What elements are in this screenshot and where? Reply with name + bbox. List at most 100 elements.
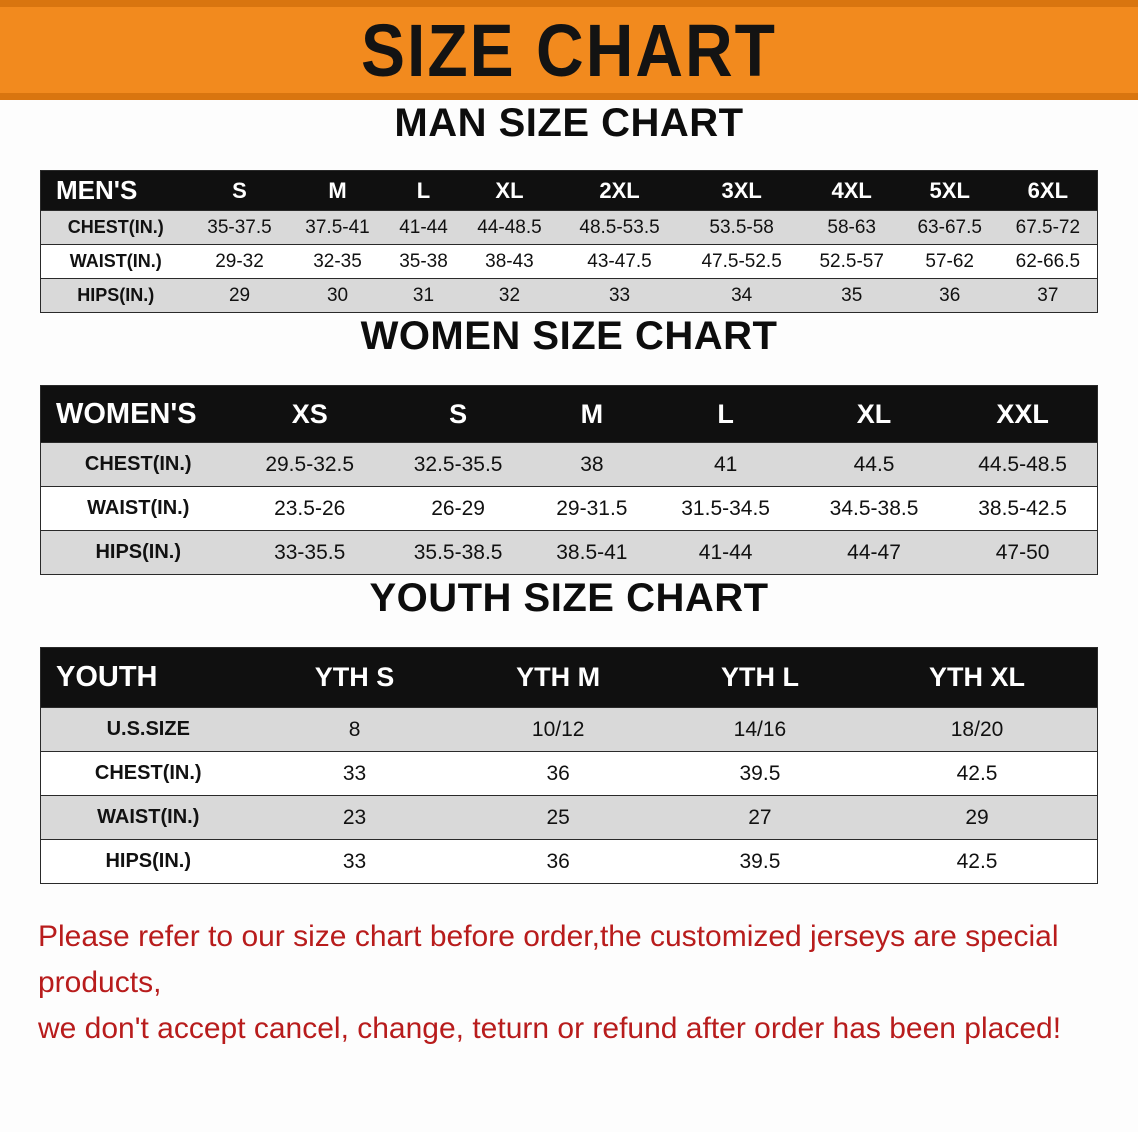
- size-column-header: S: [383, 385, 533, 443]
- youth-size-table: YOUTH YTH S YTH M YTH L YTH XL U.S.SIZE 8 10/12…: [40, 647, 1098, 884]
- row-label: CHEST(IN.): [67, 217, 164, 237]
- value-cell: 23.5-26: [274, 496, 346, 520]
- value-cell: 33-35.5: [274, 540, 346, 564]
- table-row: HIPS(IN.) 33 36 39.5 42.5: [40, 839, 1098, 884]
- size-column-header: 2XL: [558, 170, 681, 211]
- table-row: CHEST(IN.) 29.5-32.5 32.5-35.5 38 41 44.5 44.5…: [40, 442, 1098, 487]
- value-cell: 41: [713, 452, 738, 476]
- size-chart-banner: SIZE CHART: [0, 0, 1138, 100]
- value-cell: 53.5-58: [709, 216, 774, 238]
- table-header-row: MEN'S S M L XL 2XL 3XL 4XL 5XL 6XL: [40, 170, 1098, 211]
- value-cell: 38-43: [485, 250, 534, 272]
- women-section-title: WOMEN SIZE CHART: [360, 314, 778, 358]
- row-label: CHEST(IN.): [84, 453, 192, 475]
- size-column-header: L: [651, 385, 800, 443]
- value-cell: 18/20: [950, 717, 1004, 741]
- value-cell: 36: [546, 761, 570, 785]
- table-row: HIPS(IN.) 33-35.5 35.5-38.5 38.5-41 41-44 44-…: [40, 530, 1098, 575]
- value-cell: 27: [748, 805, 772, 829]
- youth-section-title: YOUTH SIZE CHART: [369, 576, 769, 620]
- table-row: HIPS(IN.) 29 30 31 32 33 34 35 36 37: [40, 278, 1098, 313]
- table-corner-label: WOMEN'S: [40, 385, 236, 443]
- value-cell: 37: [1037, 284, 1059, 306]
- size-column-header: L: [386, 170, 461, 211]
- value-cell: 39.5: [739, 849, 781, 873]
- value-cell: 47.5-52.5: [701, 250, 782, 272]
- size-column-header: 3XL: [680, 170, 803, 211]
- table-corner-label: MEN'S: [40, 170, 191, 211]
- value-cell: 35.5-38.5: [413, 540, 503, 564]
- value-cell: 34.5-38.5: [829, 496, 919, 520]
- value-cell: 63-67.5: [917, 216, 982, 238]
- size-column-header: XL: [460, 170, 559, 211]
- table-row: U.S.SIZE 8 10/12 14/16 18/20: [40, 707, 1098, 752]
- row-label: HIPS(IN.): [77, 285, 155, 305]
- value-cell: 36: [546, 849, 570, 873]
- value-cell: 35: [841, 284, 863, 306]
- size-column-header: XL: [799, 385, 949, 443]
- value-cell: 52.5-57: [819, 250, 884, 272]
- value-cell: 42.5: [956, 849, 998, 873]
- value-cell: 29-32: [215, 250, 264, 272]
- man-size-table: MEN'S S M L XL 2XL 3XL 4XL 5XL 6XL CHEST(IN.) 35-37…: [40, 170, 1098, 313]
- row-label: WAIST(IN.): [69, 251, 162, 271]
- table-row: WAIST(IN.) 23 25 27 29: [40, 795, 1098, 840]
- table-row: CHEST(IN.) 35-37.5 37.5-41 41-44 44-48.5 48.5…: [40, 210, 1098, 245]
- value-cell: 23: [342, 805, 367, 829]
- value-cell: 44-48.5: [477, 216, 542, 238]
- women-size-chart-section: WOMEN SIZE CHART WOMEN'S XS S M L XL XXL CHEST(…: [0, 313, 1138, 575]
- man-size-chart-section: MAN SIZE CHART MEN'S S M L XL 2XL 3XL 4XL 5XL 6XL…: [0, 100, 1138, 313]
- value-cell: 31.5-34.5: [681, 496, 770, 520]
- value-cell: 29: [228, 284, 251, 306]
- row-label: U.S.SIZE: [106, 718, 190, 740]
- row-label: CHEST(IN.): [94, 762, 202, 784]
- value-cell: 31: [412, 284, 435, 306]
- value-cell: 32-35: [313, 250, 362, 272]
- value-cell: 26-29: [431, 496, 485, 520]
- disclaimer-text: Please refer to our size chart before or…: [38, 914, 1118, 1052]
- size-column-header: M: [532, 385, 652, 443]
- size-column-header: XS: [235, 385, 384, 443]
- size-column-header: XXL: [948, 385, 1098, 443]
- value-cell: 35-38: [399, 250, 448, 272]
- value-cell: 10/12: [531, 717, 585, 741]
- size-column-header: S: [190, 170, 289, 211]
- table-corner-label: YOUTH: [40, 647, 256, 708]
- value-cell: 32: [498, 284, 521, 306]
- row-label: HIPS(IN.): [105, 850, 192, 872]
- value-cell: 14/16: [733, 717, 787, 741]
- value-cell: 32.5-35.5: [413, 452, 503, 476]
- value-cell: 39.5: [739, 761, 781, 785]
- value-cell: 44.5: [853, 452, 895, 476]
- value-cell: 43-47.5: [587, 250, 652, 272]
- disclaimer-line-2: we don't accept cancel, change, teturn o…: [38, 1012, 1062, 1045]
- value-cell: 48.5-53.5: [579, 216, 660, 238]
- value-cell: 58-63: [827, 216, 876, 238]
- value-cell: 36: [939, 284, 961, 306]
- youth-size-chart-section: YOUTH SIZE CHART YOUTH YTH S YTH M YTH L YTH…: [0, 575, 1138, 884]
- table-header-row: WOMEN'S XS S M L XL XXL: [40, 385, 1098, 443]
- value-cell: 47-50: [995, 540, 1050, 564]
- size-column-header: 6XL: [998, 170, 1098, 211]
- value-cell: 30: [326, 284, 349, 306]
- value-cell: 44.5-48.5: [978, 452, 1067, 476]
- value-cell: 33: [342, 761, 367, 785]
- value-cell: 29-31.5: [556, 496, 628, 520]
- value-cell: 34: [731, 284, 753, 306]
- women-size-table: WOMEN'S XS S M L XL XXL CHEST(IN.) 29.5-32.5 32.5…: [40, 385, 1098, 575]
- table-row: WAIST(IN.) 29-32 32-35 35-38 38-43 43-47.5 47.…: [40, 244, 1098, 279]
- man-section-title: MAN SIZE CHART: [394, 101, 744, 145]
- value-cell: 29: [965, 805, 989, 829]
- value-cell: 44-47: [847, 540, 901, 564]
- value-cell: 35-37.5: [207, 216, 272, 238]
- size-column-header: YTH M: [453, 647, 663, 708]
- page-title: SIZE CHART: [361, 8, 777, 92]
- row-label: HIPS(IN.): [95, 541, 182, 563]
- value-cell: 57-62: [925, 250, 975, 272]
- row-label: WAIST(IN.): [87, 497, 190, 519]
- size-column-header: M: [288, 170, 387, 211]
- value-cell: 38.5-42.5: [978, 496, 1067, 520]
- value-cell: 29.5-32.5: [265, 452, 355, 476]
- table-header-row: YOUTH YTH S YTH M YTH L YTH XL: [40, 647, 1098, 708]
- value-cell: 37.5-41: [305, 216, 370, 238]
